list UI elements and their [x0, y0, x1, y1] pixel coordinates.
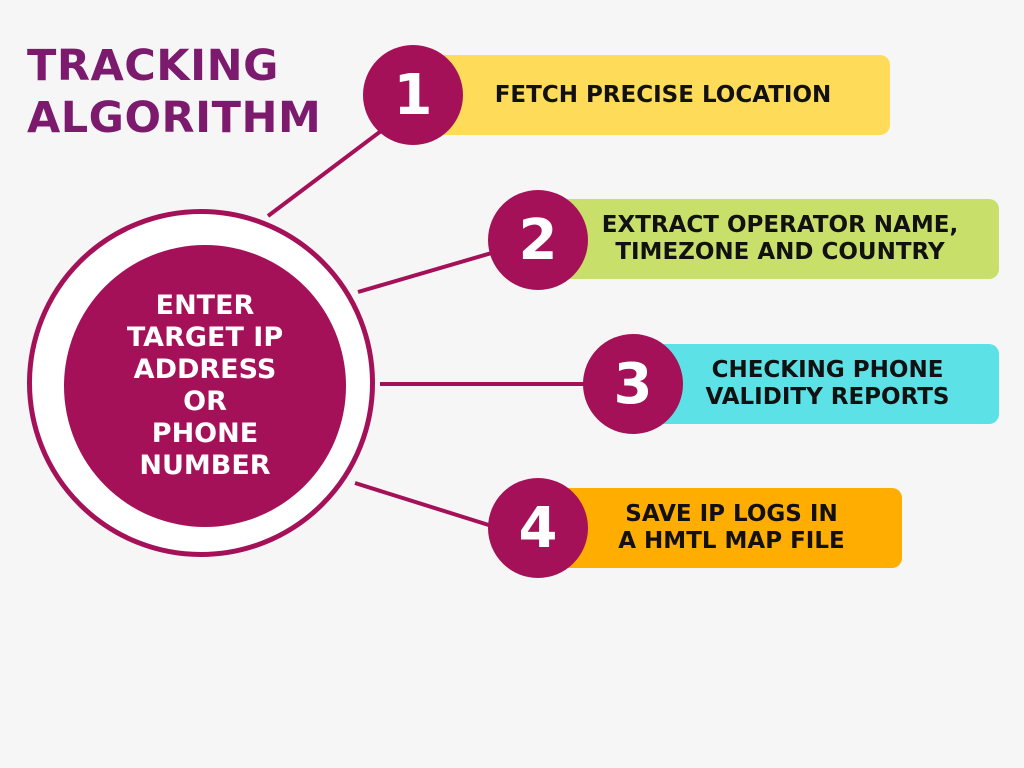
- step-3-number: 3: [583, 334, 683, 434]
- step-1-box: FETCH PRECISE LOCATION: [380, 55, 890, 135]
- title-line-2: ALGORITHM: [27, 93, 322, 143]
- hub-circle: ENTER TARGET IP ADDRESS OR PHONE NUMBER: [64, 245, 346, 527]
- connector-4: [354, 481, 496, 529]
- connector-2: [357, 250, 496, 294]
- title-line-1: TRACKING: [27, 41, 279, 91]
- diagram-title: TRACKING ALGORITHM: [27, 40, 321, 144]
- connector-1: [266, 126, 387, 218]
- step-4-number: 4: [488, 478, 588, 578]
- hub-label: ENTER TARGET IP ADDRESS OR PHONE NUMBER: [126, 290, 284, 481]
- step-2-number: 2: [488, 190, 588, 290]
- step-1-number: 1: [363, 45, 463, 145]
